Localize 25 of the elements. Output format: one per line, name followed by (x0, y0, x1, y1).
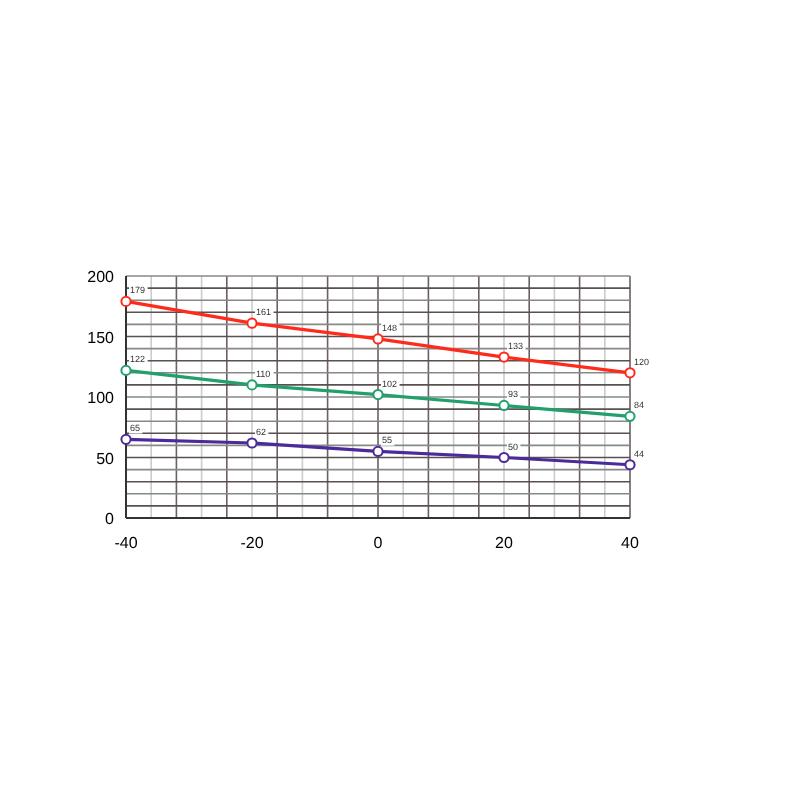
point (624, 410, 636, 422)
point (120, 433, 132, 445)
point (372, 333, 384, 345)
y-tick-label: 150 (87, 328, 116, 347)
x-tick-label: 40 (621, 534, 640, 552)
point (120, 295, 132, 308)
point (624, 367, 636, 379)
point (372, 445, 384, 458)
y-tick-label: 200 (87, 268, 116, 286)
y-tick-label: 50 (96, 449, 116, 468)
x-tick-label: -20 (240, 534, 265, 552)
point (246, 317, 258, 329)
x-tick-label: 0 (373, 534, 384, 552)
point (246, 379, 258, 391)
point (120, 364, 132, 376)
point (498, 351, 510, 363)
point (624, 459, 636, 471)
x-tick-label: 20 (495, 534, 514, 552)
y-tick-label: 0 (105, 510, 116, 528)
point (372, 388, 384, 401)
x-tick-label: -40 (114, 534, 139, 552)
point (246, 437, 258, 449)
point (498, 399, 510, 412)
y-tick-label: 100 (87, 389, 116, 407)
point (498, 451, 510, 464)
